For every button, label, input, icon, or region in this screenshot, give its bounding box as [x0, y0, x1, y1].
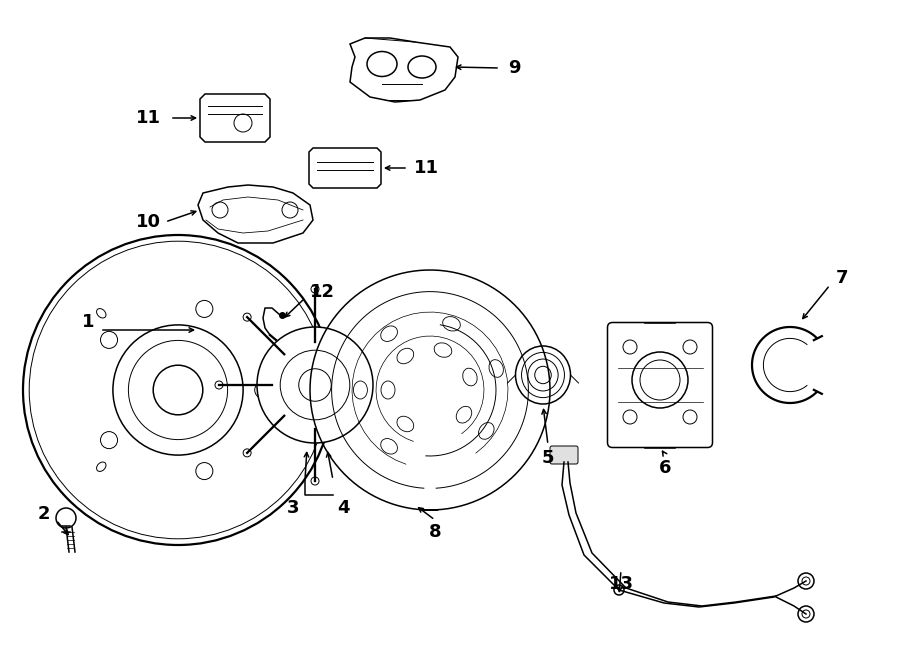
Text: 1: 1	[82, 313, 94, 331]
Circle shape	[311, 477, 319, 485]
FancyBboxPatch shape	[550, 446, 578, 464]
Text: 11: 11	[136, 109, 160, 127]
Text: 6: 6	[659, 459, 671, 477]
Text: 8: 8	[428, 523, 441, 541]
Ellipse shape	[516, 346, 571, 404]
Polygon shape	[200, 94, 270, 142]
FancyBboxPatch shape	[608, 323, 713, 447]
Text: 11: 11	[413, 159, 438, 177]
Text: 9: 9	[508, 59, 520, 77]
Circle shape	[311, 285, 319, 293]
Text: 5: 5	[542, 449, 554, 467]
Polygon shape	[309, 148, 381, 188]
Text: 4: 4	[337, 499, 349, 517]
Text: 10: 10	[136, 213, 160, 231]
Text: 12: 12	[310, 283, 335, 301]
Text: 7: 7	[836, 269, 848, 287]
Circle shape	[215, 381, 223, 389]
Circle shape	[257, 327, 373, 443]
Polygon shape	[350, 38, 458, 102]
Circle shape	[243, 313, 251, 321]
Circle shape	[243, 449, 251, 457]
Text: 13: 13	[608, 575, 634, 593]
Text: 2: 2	[38, 505, 50, 523]
Text: 3: 3	[287, 499, 299, 517]
Polygon shape	[198, 185, 313, 243]
